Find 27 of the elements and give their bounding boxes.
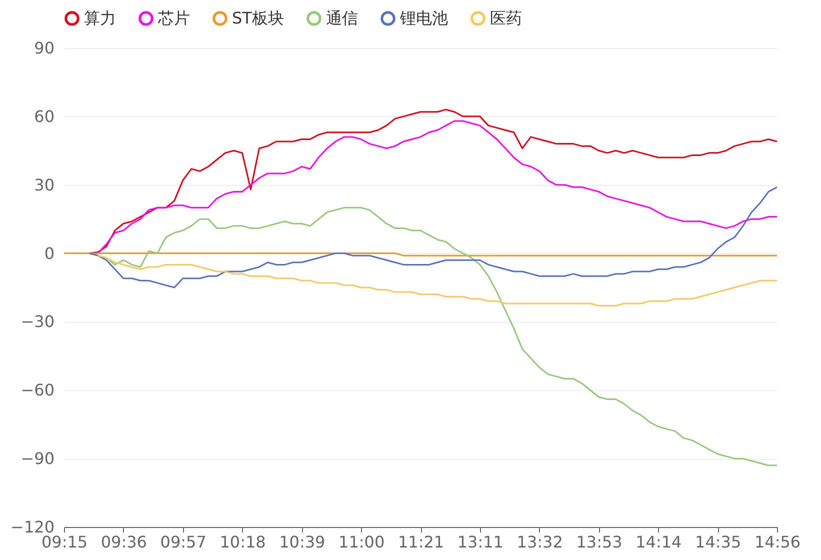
- legend-label: 锂电池: [399, 8, 448, 28]
- x-tick-label: 09:57: [160, 532, 206, 552]
- x-tick-label: 11:00: [338, 532, 385, 552]
- legend-label: 算力: [84, 8, 116, 28]
- legend-label: 芯片: [157, 8, 190, 28]
- line-series: [97, 254, 777, 306]
- x-tick-label: 13:32: [516, 532, 563, 552]
- y-tick-label: −60: [20, 380, 54, 400]
- x-tick-label: 14:14: [636, 532, 682, 552]
- y-tick-label: 90: [34, 38, 54, 58]
- y-tick-label: 30: [34, 175, 54, 194]
- x-tick-label: 09:36: [100, 532, 147, 552]
- y-tick-label: 0: [44, 244, 54, 263]
- line-series: [88, 186, 777, 288]
- x-tick-label: 14:35: [695, 532, 742, 552]
- x-tick-label: 11:21: [398, 532, 444, 552]
- x-tick-label: 13:11: [457, 532, 504, 552]
- legend-label: 通信: [326, 8, 358, 28]
- x-tick-label: 10:39: [279, 532, 326, 552]
- x-tick-label: 14:56: [754, 532, 801, 552]
- y-tick-label: −90: [20, 449, 54, 468]
- x-tick-label: 10:18: [220, 532, 266, 552]
- x-tick-label: 13:53: [576, 532, 622, 552]
- y-tick-label: 60: [34, 106, 54, 126]
- legend-label: ST板块: [232, 8, 284, 28]
- y-tick-label: −30: [20, 312, 54, 332]
- legend-label: 医药: [490, 8, 522, 28]
